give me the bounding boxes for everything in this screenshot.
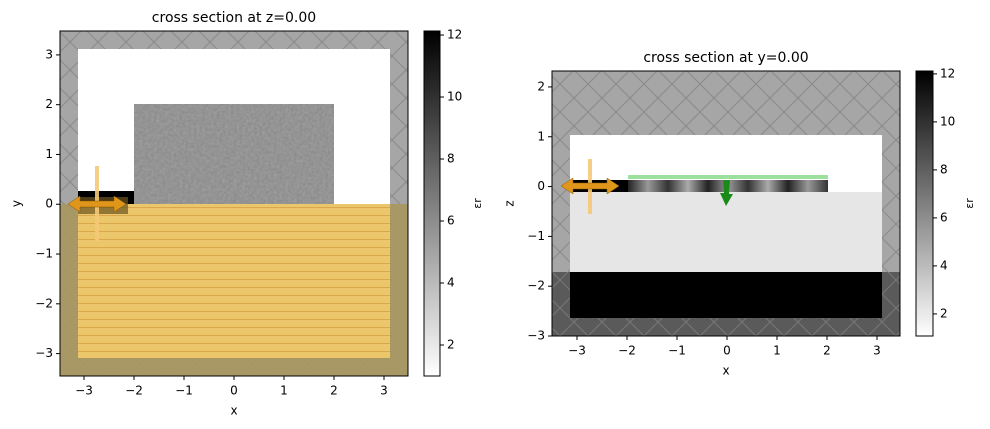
y-tick-label: 2 <box>537 79 545 93</box>
x-tick-label: 2 <box>330 384 338 398</box>
x-axis-label: x <box>230 404 237 418</box>
colorbar-tick-label: 2 <box>940 306 948 320</box>
y-tick-label: 0 <box>45 197 53 211</box>
colorbar-label: εr <box>963 198 976 209</box>
x-tick-label: −1 <box>668 344 686 358</box>
y-tick-label: 2 <box>45 97 53 111</box>
colorbar <box>423 30 441 377</box>
colorbar-tick-label: 8 <box>447 152 455 166</box>
colorbar-tick-label: 6 <box>940 210 948 224</box>
y-tick-label: −1 <box>527 229 545 243</box>
x-tick-label: 2 <box>823 344 831 358</box>
panel-1-structures <box>60 31 408 376</box>
y-axis-label: z <box>503 200 517 206</box>
x-tick-label: −1 <box>175 384 193 398</box>
x-tick-label: −3 <box>568 344 586 358</box>
chart-title: cross section at z=0.00 <box>152 10 316 26</box>
y-tick-label: 1 <box>537 129 545 143</box>
colorbar-tick-label: 2 <box>447 338 455 352</box>
y-tick-label: 0 <box>537 179 545 193</box>
y-tick-label: −1 <box>35 247 53 261</box>
y-tick-label: 3 <box>45 47 53 61</box>
y-axis-label: y <box>10 200 24 207</box>
y-tick-label: 1 <box>45 147 53 161</box>
x-tick-label: −2 <box>125 384 143 398</box>
y-tick-label: −3 <box>35 346 53 360</box>
panel-2-structures <box>552 71 900 336</box>
x-tick-label: 3 <box>380 384 388 398</box>
x-tick-label: 0 <box>230 384 238 398</box>
colorbar-tick-label: 8 <box>940 162 948 176</box>
colorbar-tick-label: 4 <box>447 276 455 290</box>
x-tick-label: 3 <box>873 344 881 358</box>
colorbar-tick-label: 6 <box>447 214 455 228</box>
colorbar <box>915 70 934 337</box>
x-axis-label: x <box>722 364 729 378</box>
chart-title: cross section at y=0.00 <box>643 50 808 66</box>
colorbar-label: εr <box>471 198 484 209</box>
colorbar-tick-label: 12 <box>940 66 955 80</box>
y-tick-label: −2 <box>35 296 53 310</box>
x-tick-label: 1 <box>280 384 288 398</box>
x-tick-label: 0 <box>723 344 731 358</box>
colorbar-tick-label: 12 <box>447 28 462 42</box>
y-tick-label: −3 <box>527 329 545 343</box>
x-tick-label: −3 <box>75 384 93 398</box>
y-tick-label: −2 <box>527 279 545 293</box>
colorbar-tick-label: 4 <box>940 258 948 272</box>
colorbar-tick-label: 10 <box>447 90 462 104</box>
x-tick-label: 1 <box>773 344 781 358</box>
axes-frame <box>551 70 901 337</box>
colorbar-tick-label: 10 <box>940 114 955 128</box>
x-tick-label: −2 <box>618 344 636 358</box>
